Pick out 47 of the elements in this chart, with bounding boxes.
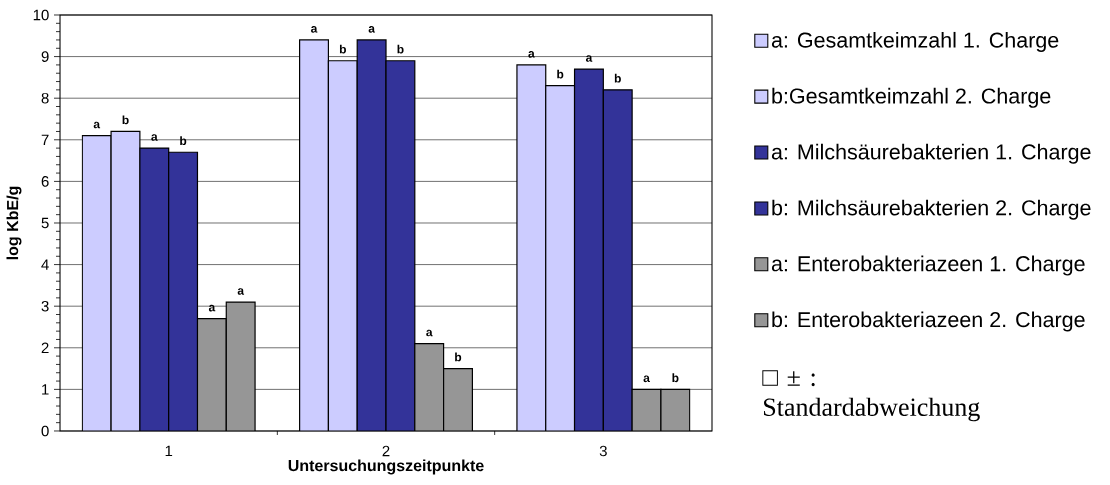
y-tick-label: 9	[41, 51, 49, 62]
data-label: a	[311, 26, 318, 33]
y-tick-label: 7	[41, 134, 49, 145]
data-label: b	[339, 44, 346, 54]
y-tick-label: 3	[41, 300, 49, 312]
x-tick-label: 2	[382, 445, 390, 457]
data-label: b	[614, 73, 621, 83]
data-label: a	[93, 121, 101, 129]
y-tick-label: 2	[41, 342, 49, 354]
data-label: a	[585, 55, 593, 62]
y-tick-label: 1	[42, 384, 49, 395]
bar	[660, 388, 691, 431]
data-label: a	[528, 51, 535, 58]
data-label: a	[237, 288, 245, 295]
legend-label: b: Enterobakteriazeen 2. Charge	[772, 311, 1085, 332]
y-tick-label: 6	[41, 176, 49, 187]
data-label: b	[397, 44, 404, 54]
data-label: a	[368, 26, 376, 33]
legend-label: a: Milchsäurebakterien 1. Charge	[771, 143, 1091, 164]
data-label: a	[208, 304, 216, 312]
x-axis-title: Untersuchungszeitpunkte	[288, 459, 484, 475]
y-tick-label: 10	[33, 9, 49, 21]
y-tick-label: 4	[41, 259, 49, 270]
legend-label: a: Gesamtkeimzahl 1. Charge	[771, 31, 1059, 52]
data-label: a	[426, 329, 433, 337]
data-label: a	[643, 375, 650, 383]
bar	[81, 135, 112, 431]
legend-label: a: Enterobakteriazeen 1. Charge	[771, 255, 1085, 276]
x-tick-label: 1	[165, 445, 173, 457]
data-label: b	[455, 352, 462, 362]
bar	[631, 388, 662, 431]
y-tick-label: 5	[41, 217, 49, 229]
y-tick-label: 8	[41, 92, 49, 104]
legend-label: b:Gesamtkeimzahl 2. Charge	[772, 87, 1051, 108]
data-label: a	[151, 134, 158, 141]
x-tick-label: 3	[599, 445, 607, 457]
data-label: b	[557, 69, 564, 79]
bar	[386, 60, 415, 431]
bar	[357, 39, 387, 431]
data-label: b	[122, 115, 129, 125]
data-label: b	[672, 373, 679, 383]
y-axis-title: log KbE/g	[6, 186, 22, 260]
y-tick-label: 0	[41, 425, 49, 437]
data-label: b	[180, 136, 187, 146]
legend-label: b: Milchsäurebakterien 2. Charge	[772, 199, 1091, 220]
bar	[110, 130, 141, 431]
text: □ ± : Standardabweichung	[762, 370, 980, 422]
